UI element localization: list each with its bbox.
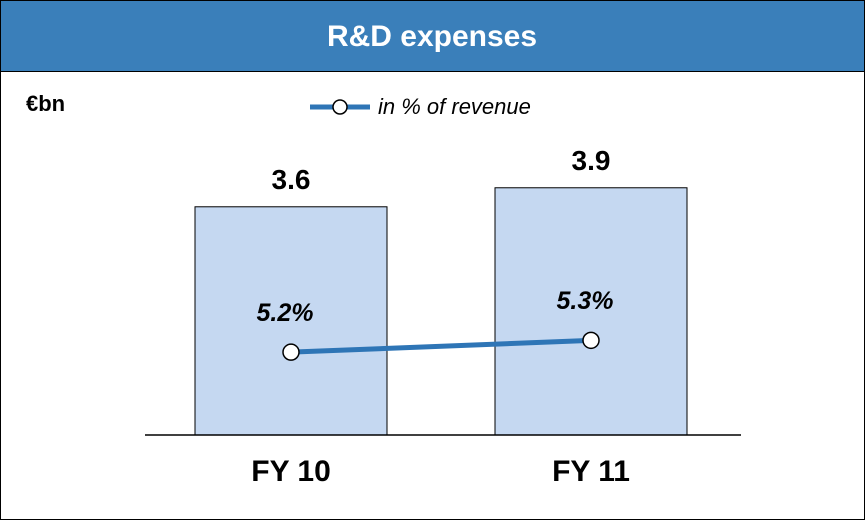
line-value-label: 5.3%: [557, 287, 614, 315]
x-tick-label: FY 11: [552, 455, 630, 488]
line-value-label: 5.2%: [257, 299, 314, 327]
legend-label: in % of revenue: [378, 94, 531, 119]
line-marker: [282, 343, 300, 361]
bar: [194, 206, 388, 436]
bar-value-label: 3.6: [272, 164, 311, 195]
header: [0, 0, 865, 72]
line-marker: [582, 331, 600, 350]
chart-title: R&D expenses: [327, 20, 537, 53]
bar-value-label: 3.9: [572, 145, 611, 176]
line: [290, 337, 592, 355]
x-tick-label: FY 10: [251, 455, 331, 488]
unit-label: €bn: [26, 91, 65, 116]
legend-marker: [332, 99, 348, 115]
